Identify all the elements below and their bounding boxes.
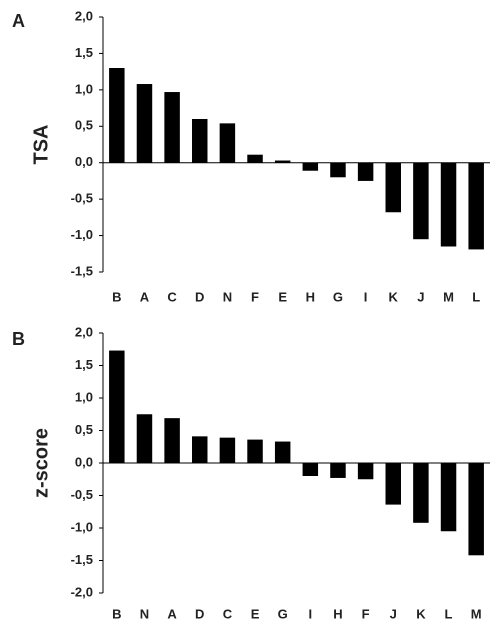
bar: [192, 436, 208, 463]
y-tick-label: 0,0: [75, 454, 93, 469]
y-tick-label: 0,5: [75, 118, 93, 133]
y-tick-label: -2,0: [71, 584, 93, 599]
bar: [274, 160, 291, 163]
bar: [385, 162, 401, 213]
y-tick-label: 1,0: [75, 389, 93, 404]
bar: [219, 437, 236, 463]
bar: [164, 92, 180, 163]
bar: [136, 414, 153, 463]
x-tick-label: K: [416, 606, 426, 621]
y-tick-label: 0,0: [75, 154, 93, 169]
x-tick-label: D: [195, 289, 204, 304]
bar: [330, 162, 346, 178]
x-tick-label: J: [390, 606, 397, 621]
bar: [247, 439, 263, 463]
y-tick-label: -1,0: [71, 227, 93, 242]
x-tick-label: A: [140, 289, 150, 304]
x-tick-label: N: [140, 606, 149, 621]
x-tick-label: L: [445, 606, 453, 621]
y-tick-label: -1,5: [71, 263, 93, 278]
x-tick-label: E: [251, 606, 260, 621]
y-axis-label: TSA: [30, 125, 52, 165]
bar: [413, 463, 429, 523]
x-tick-label: K: [389, 289, 399, 304]
y-tick-label: -1,5: [71, 552, 93, 567]
bar: [247, 154, 263, 163]
x-tick-label: J: [417, 289, 424, 304]
x-tick-label: F: [251, 289, 259, 304]
y-tick-label: -1,0: [71, 519, 93, 534]
y-tick-label: -0,5: [71, 191, 93, 206]
x-tick-label: I: [309, 606, 313, 621]
bar: [413, 162, 429, 240]
x-tick-label: B: [112, 289, 121, 304]
bar: [440, 162, 457, 247]
bar: [357, 463, 374, 480]
x-tick-label: H: [306, 289, 315, 304]
panel-label: A: [12, 11, 25, 31]
x-tick-label: C: [223, 606, 233, 621]
x-tick-label: A: [167, 606, 177, 621]
bar: [219, 123, 236, 163]
bar: [468, 463, 484, 556]
bar: [164, 418, 180, 463]
bar: [302, 463, 319, 476]
bar: [440, 463, 457, 532]
x-tick-label: G: [278, 606, 288, 621]
y-axis-label: z-score: [30, 428, 52, 498]
bar: [385, 463, 401, 505]
y-tick-label: 0,5: [75, 422, 93, 437]
x-tick-label: M: [443, 289, 454, 304]
y-tick-label: 1,0: [75, 81, 93, 96]
x-tick-label: N: [223, 289, 232, 304]
bar: [357, 162, 374, 181]
x-tick-label: G: [333, 289, 343, 304]
bar: [302, 162, 319, 171]
x-tick-label: B: [112, 606, 121, 621]
x-tick-label: C: [167, 289, 177, 304]
panel-label: B: [12, 329, 25, 349]
bar: [136, 84, 153, 163]
bar: [274, 441, 291, 463]
x-tick-label: D: [195, 606, 204, 621]
x-tick-label: F: [362, 606, 370, 621]
y-tick-label: -0,5: [71, 487, 93, 502]
bar: [109, 350, 125, 463]
y-tick-label: 2,0: [75, 324, 93, 339]
y-tick-label: 2,0: [75, 8, 93, 23]
x-tick-label: M: [471, 606, 482, 621]
y-tick-label: 1,5: [75, 45, 93, 60]
bar: [330, 463, 346, 478]
y-tick-label: 1,5: [75, 357, 93, 372]
bar: [109, 68, 125, 163]
bar: [468, 162, 484, 250]
x-tick-label: E: [278, 289, 287, 304]
x-tick-label: I: [364, 289, 368, 304]
x-tick-label: L: [472, 289, 480, 304]
bar: [192, 119, 208, 163]
x-tick-label: H: [333, 606, 342, 621]
